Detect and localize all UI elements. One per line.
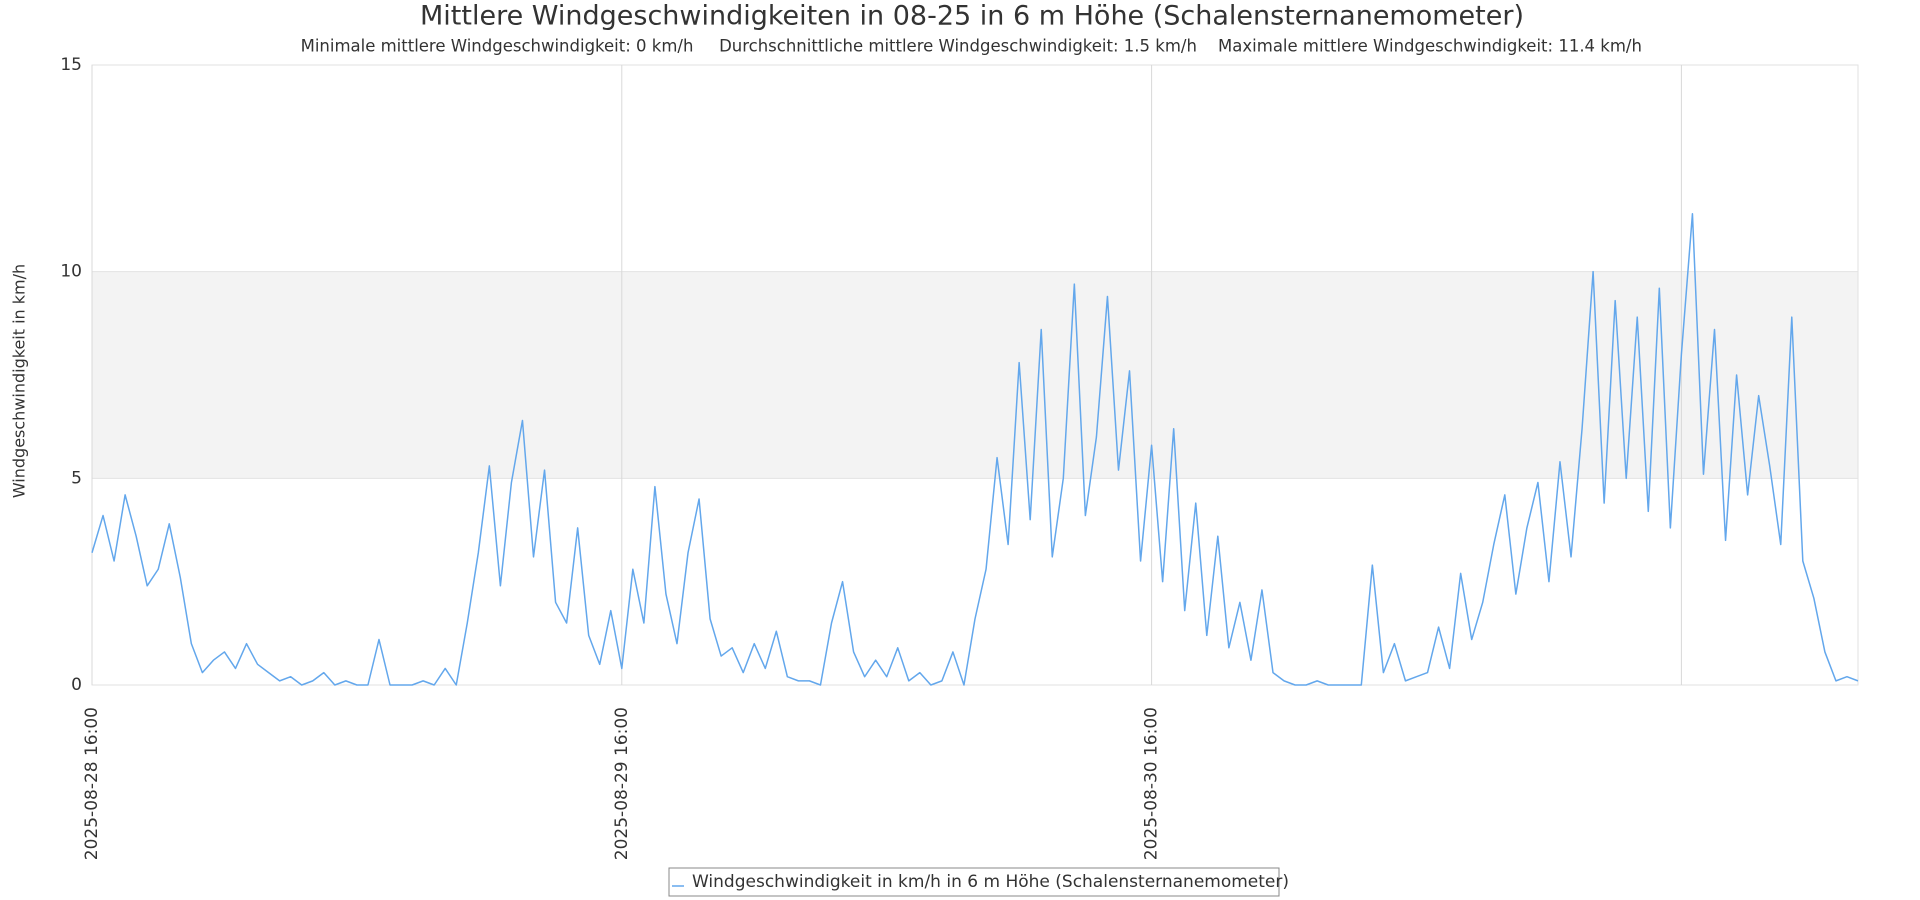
plot-band [92,271,1858,479]
chart-subtitle: Maximale mittlere Windgeschwindigkeit: 1… [1218,37,1642,56]
chart-subtitle: Minimale mittlere Windgeschwindigkeit: 0… [301,37,694,56]
chart-title: Mittlere Windgeschwindigkeiten in 08-25 … [420,1,1524,32]
y-axis-label: Windgeschwindigkeit in km/h [10,264,29,498]
y-tick-label: 0 [71,675,82,695]
chart-subtitle: Durchschnittliche mittlere Windgeschwind… [719,37,1197,56]
y-tick-label: 5 [71,468,82,488]
x-tick-label: 2025-08-30 16:00 [1142,707,1162,860]
line-series [91,213,1859,686]
y-tick-label: 15 [60,55,82,75]
legend-label: Windgeschwindigkeit in km/h in 6 m Höhe … [692,872,1289,892]
x-tick-label: 2025-08-28 16:00 [82,707,102,860]
legend-box [668,867,1280,897]
y-tick-label: 10 [60,262,82,282]
x-tick-label: 2025-08-29 16:00 [612,707,632,860]
